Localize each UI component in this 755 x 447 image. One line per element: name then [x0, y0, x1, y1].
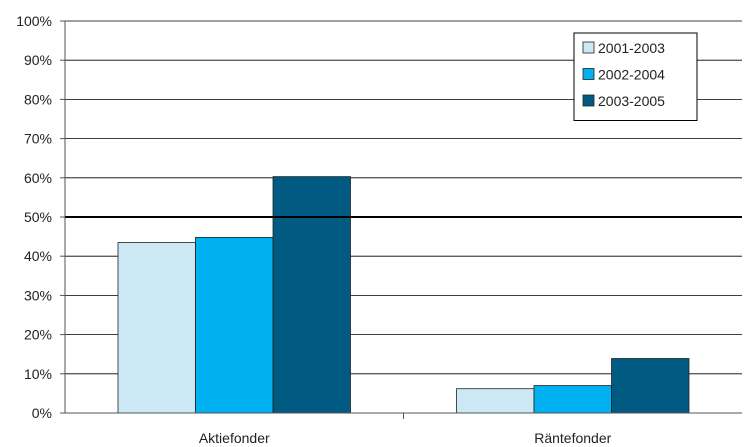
bar-räntefonder-2002-2004 — [533, 385, 612, 414]
y-tick-label: 0% — [32, 405, 52, 421]
y-tick-label: 60% — [24, 170, 52, 186]
legend-swatch — [582, 41, 595, 54]
y-tick-label: 30% — [24, 287, 52, 303]
y-tick-label: 100% — [16, 13, 52, 29]
legend-swatch — [582, 94, 595, 107]
bar-räntefonder-2003-2005 — [611, 358, 690, 414]
legend: 2001-2003 2002-2004 2003-2005 — [573, 32, 698, 121]
y-tick-label: 20% — [24, 327, 52, 343]
axes: 0% 10% 20% 30% 40% 50% 60% 70% 80% 90% 100% Aktiefo… — [16, 13, 742, 446]
legend-label: 2002-2004 — [598, 67, 665, 83]
bars — [117, 176, 690, 414]
x-category-label: Räntefonder — [534, 430, 611, 446]
bar-aktiefonder-2002-2004 — [195, 236, 274, 414]
y-tick-label: 80% — [24, 91, 52, 107]
y-tick-label: 70% — [24, 131, 52, 147]
legend-label: 2001-2003 — [598, 40, 665, 56]
y-tick-label: 90% — [24, 52, 52, 68]
x-category-label: Aktiefonder — [199, 430, 270, 446]
y-tick-label: 40% — [24, 248, 52, 264]
bar-aktiefonder-2003-2005 — [272, 176, 351, 414]
y-tick-label: 50% — [24, 209, 52, 225]
legend-box — [573, 32, 698, 121]
y-tick-label: 10% — [24, 366, 52, 382]
legend-swatch — [582, 68, 595, 80]
bar-räntefonder-2001-2003 — [456, 388, 535, 414]
legend-label: 2003-2005 — [598, 93, 665, 109]
bar-aktiefonder-2001-2003 — [117, 242, 196, 414]
